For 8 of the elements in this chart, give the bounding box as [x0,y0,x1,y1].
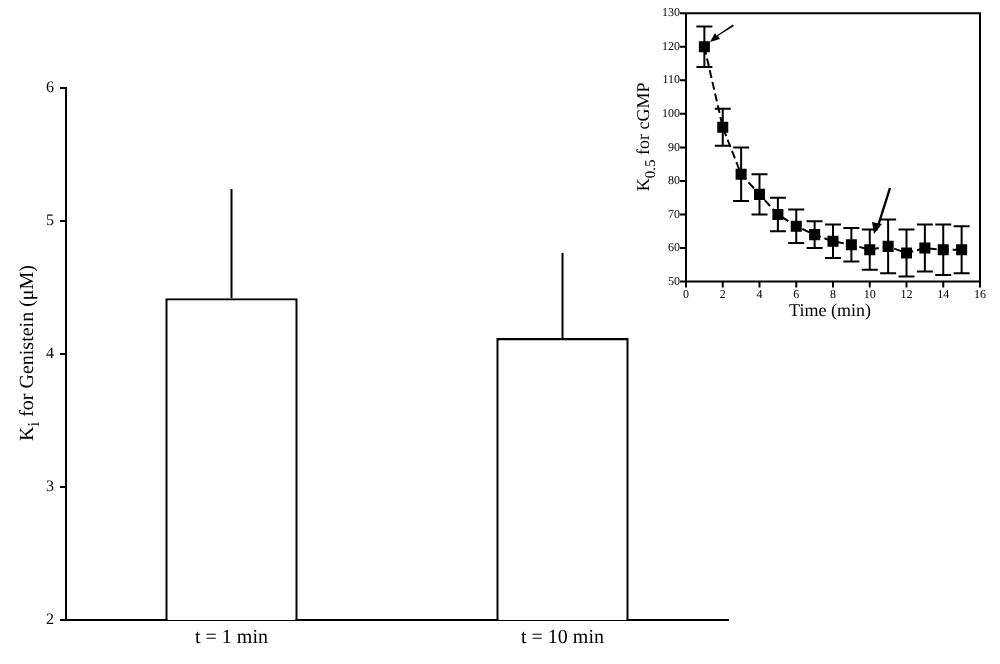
x-tick-label: t = 1 min [195,627,268,650]
y-tick-label: 2 [46,610,54,629]
y-tick-label: 5 [46,211,54,230]
y-tick-label: 4 [46,344,54,363]
x-axis-title: Time (min) [787,300,873,320]
y-tick-label: 3 [46,477,54,496]
x-tick-label: t = 10 min [521,627,604,650]
y-tick-label: 6 [46,78,54,97]
